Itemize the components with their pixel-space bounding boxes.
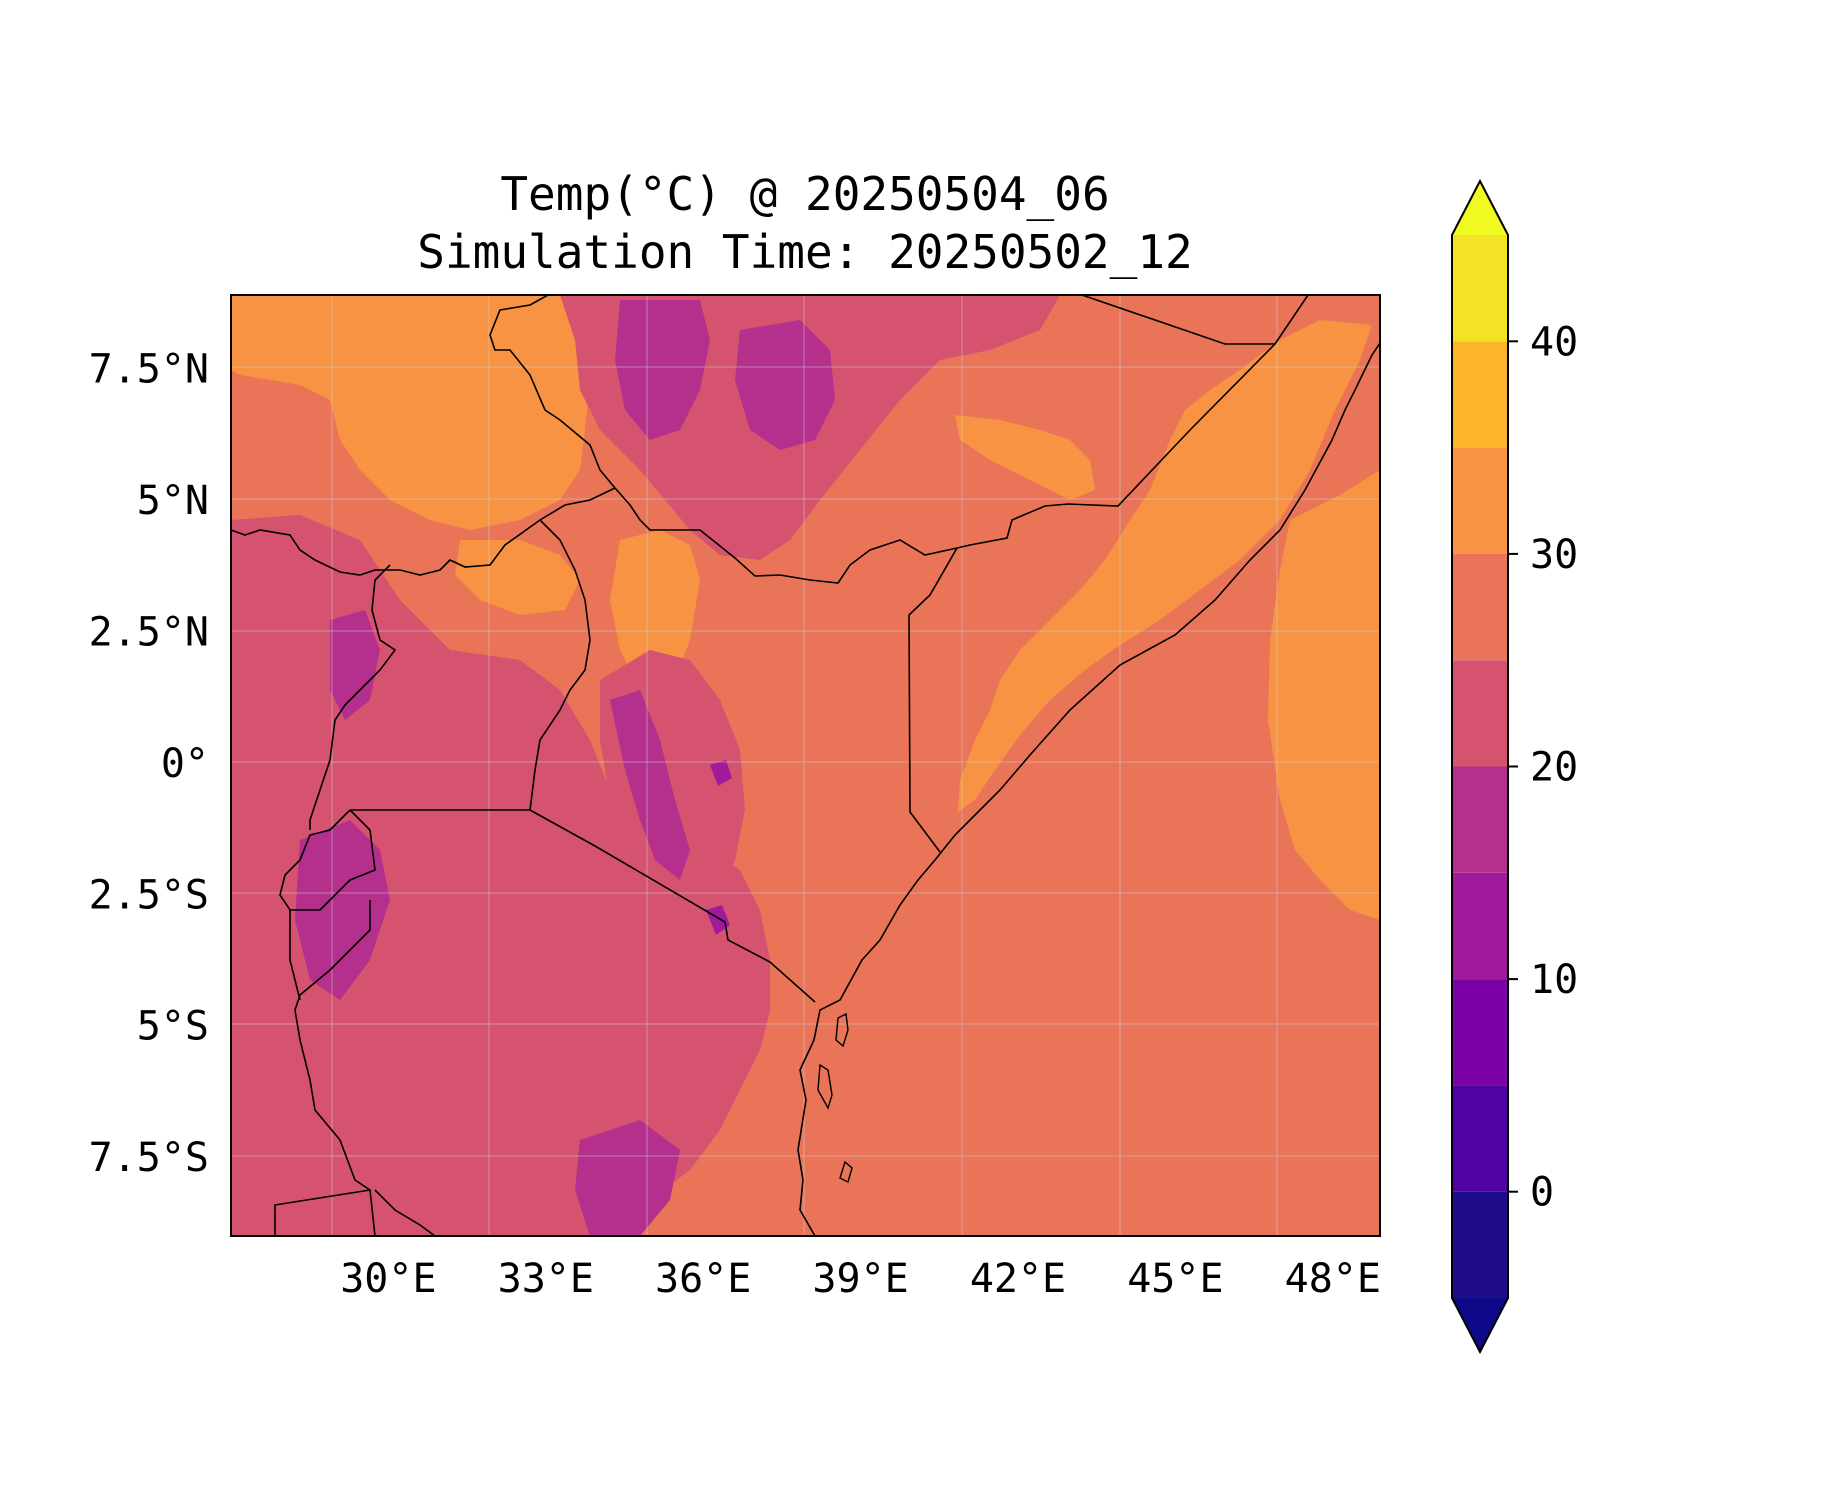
- y-tick-labels: 7.5°N 5°N 2.5°N 0° 2.5°S 5°S 7.5°S: [89, 347, 209, 1182]
- colorbar-tick-label: 40: [1530, 319, 1578, 365]
- y-tick-label: 2.5°S: [89, 872, 209, 918]
- x-tick-label: 42°E: [970, 1256, 1066, 1302]
- field-cold-ethiopia-2: [735, 320, 835, 450]
- zanzibar-island: [817, 1063, 833, 1110]
- title-line-1: Temp(°C) @ 20250504_06: [500, 167, 1110, 221]
- colorbar-extend-high: [1452, 181, 1508, 235]
- colorbar-extend-low: [1452, 1298, 1508, 1352]
- colorbar-band: [1452, 553, 1508, 661]
- y-tick-label: 7.5°N: [89, 347, 209, 393]
- colorbar-outline: [1451, 178, 1509, 1355]
- x-tick-label: 30°E: [340, 1256, 436, 1302]
- colorbar-tick-label: 10: [1530, 957, 1578, 1003]
- pemba-island: [835, 1012, 849, 1048]
- field-cold-rwenzori: [330, 610, 380, 720]
- y-tick-label: 5°N: [137, 478, 209, 524]
- field-warm-somalia: [958, 320, 1372, 812]
- colorbar-band: [1452, 235, 1508, 342]
- x-tick-label: 39°E: [812, 1256, 908, 1302]
- field-cold-kenya-rift: [610, 690, 690, 880]
- map-axes-frame: [230, 294, 1381, 1237]
- colorbar-band: [1452, 1085, 1508, 1192]
- field-cold-tanzania-south: [575, 1120, 680, 1236]
- colorbar-band: [1452, 979, 1508, 1086]
- border-uganda-drc: [309, 564, 397, 830]
- field-warm-ogaden: [955, 415, 1095, 500]
- field-cold-rwanda: [295, 820, 390, 1000]
- field-warm-ocean: [1268, 470, 1380, 920]
- y-tick-label: 2.5°N: [89, 609, 209, 655]
- field-cold-mtkenya: [710, 760, 732, 786]
- border-kenya-tanzania: [529, 809, 816, 1003]
- mafia-island: [839, 1160, 853, 1184]
- colorbar: 0 10 20 30 40: [1451, 178, 1578, 1355]
- coastline: [797, 342, 1380, 1236]
- colorbar-band: [1452, 447, 1508, 554]
- colorbar-tick-label: 20: [1530, 745, 1578, 791]
- border-ethiopia-kenya: [614, 487, 958, 584]
- x-tick-label: 36°E: [655, 1256, 751, 1302]
- border-kenya-uganda-ssudan: [231, 487, 616, 576]
- title-line-2: Simulation Time: 20250502_12: [417, 225, 1193, 279]
- islands: [817, 1012, 853, 1184]
- colorbar-band: [1452, 1191, 1508, 1298]
- border-kenya-somalia: [908, 547, 958, 853]
- colorbar-band: [1452, 872, 1508, 980]
- x-tick-label: 33°E: [498, 1256, 594, 1302]
- gridlines: [231, 295, 1380, 1236]
- colorbar-band: [1452, 766, 1508, 873]
- y-tick-label: 5°S: [137, 1004, 209, 1050]
- field-cold-ethiopia-1: [615, 300, 710, 440]
- field-warm-lakevic-n: [455, 540, 580, 615]
- colorbar-tick-label: 30: [1530, 532, 1578, 578]
- x-tick-labels: 30°E 33°E 36°E 39°E 42°E 45°E 48°E: [340, 1256, 1381, 1302]
- border-burundi-tanzania: [289, 910, 301, 1001]
- x-tick-label: 45°E: [1127, 1256, 1223, 1302]
- temperature-field: [231, 295, 1380, 1236]
- colorbar-tick-label: 0: [1530, 1170, 1554, 1216]
- colorbar-band: [1452, 660, 1508, 767]
- border-tanzania-mozambique: [374, 1189, 436, 1236]
- country-borders: [231, 295, 1380, 1236]
- field-cold-kilimanjaro: [706, 905, 730, 935]
- border-ethiopia-ssudan: [489, 295, 616, 489]
- colorbar-band: [1452, 341, 1508, 448]
- field-warm-sudan: [231, 295, 610, 530]
- y-tick-label: 7.5°S: [89, 1135, 209, 1181]
- border-ethiopia-somalia: [956, 295, 1309, 549]
- x-tick-label: 48°E: [1285, 1256, 1381, 1302]
- border-tanzania-west: [294, 900, 376, 1236]
- border-somaliland: [1081, 295, 1275, 345]
- border-zambia: [274, 1189, 371, 1236]
- border-kenya-uganda: [529, 519, 591, 811]
- y-tick-label: 0°: [161, 741, 209, 787]
